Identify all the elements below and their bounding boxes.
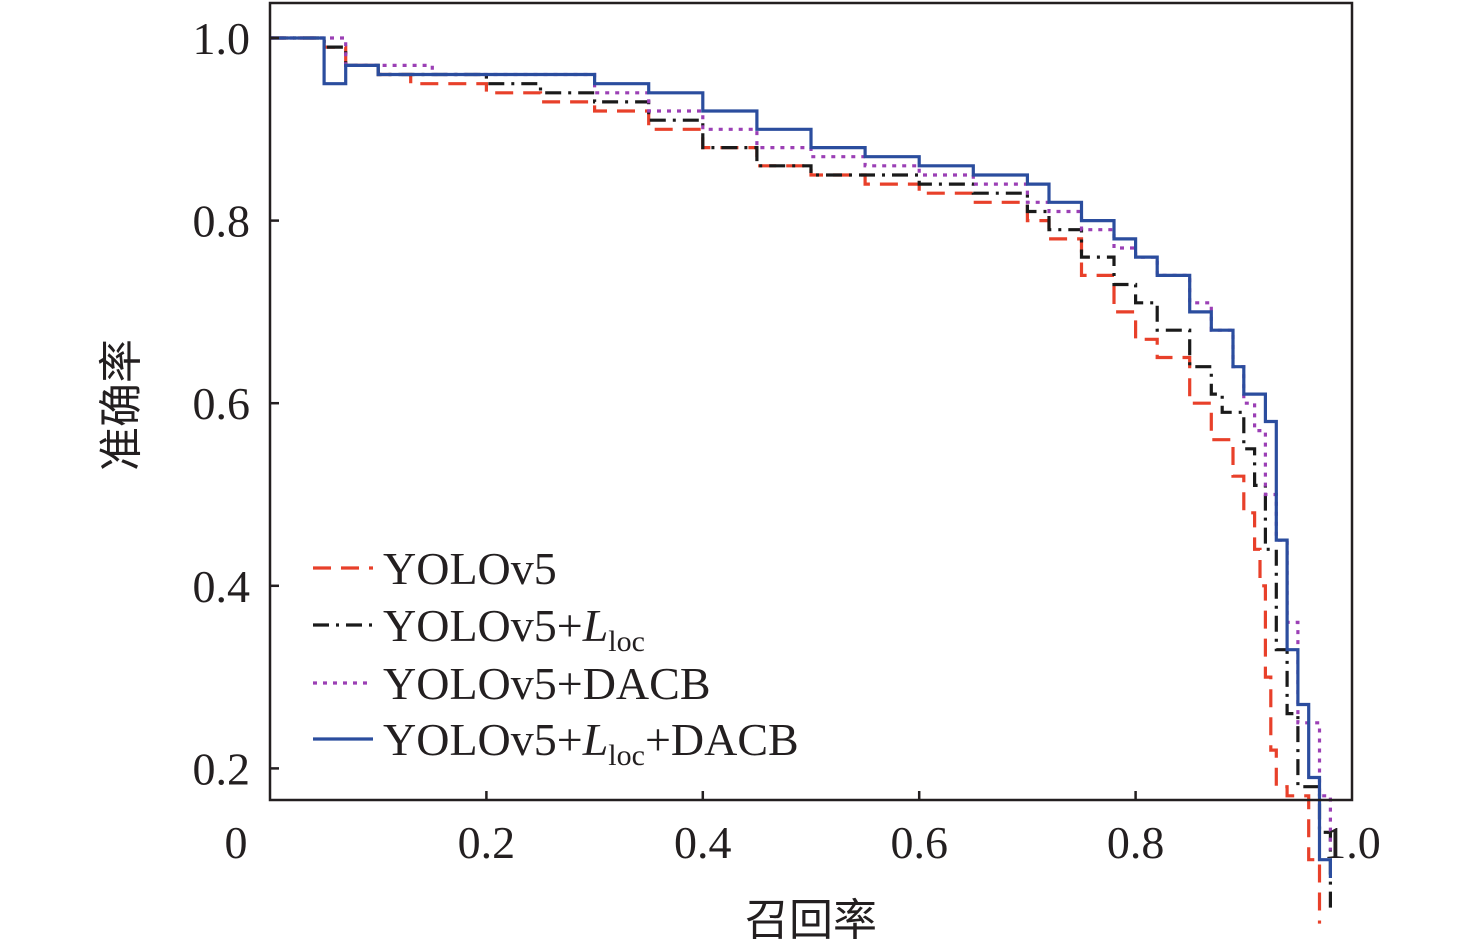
legend-label-3: YOLOv5+DACB <box>383 658 711 709</box>
y-tick-label: 1.0 <box>193 13 251 64</box>
legend: YOLOv5 YOLOv5+LlocYOLOv5+DACBYOLOv5+Lloc+… <box>313 543 799 772</box>
legend-label-4: YOLOv5+Lloc+DACB <box>383 714 799 772</box>
series-line-3 <box>270 36 1332 851</box>
series-layer <box>270 36 1332 924</box>
y-axis-title: 准确率 <box>96 339 147 471</box>
x-tick-label: 0 <box>225 817 248 868</box>
y-tick-label: 0.8 <box>193 196 251 247</box>
y-tick-label: 0.6 <box>193 378 251 429</box>
plot-frame <box>268 1 1354 802</box>
series-line-1 <box>270 36 1322 924</box>
y-tick-label: 0.2 <box>193 743 251 794</box>
x-tick-label: 0.4 <box>674 817 732 868</box>
x-tick-label: 0.8 <box>1107 817 1165 868</box>
x-tick-label: 0.6 <box>890 817 948 868</box>
series-line-2 <box>270 36 1332 915</box>
legend-label-2: YOLOv5+Lloc <box>383 600 645 658</box>
series-line-4 <box>270 36 1332 878</box>
x-tick-label: 1.0 <box>1323 817 1381 868</box>
x-axis-title: 召回率 <box>745 895 877 946</box>
legend-label-1: YOLOv5 <box>383 543 557 594</box>
x-tick-label: 0.2 <box>458 817 516 868</box>
ticks-layer: 0 0.2 0.4 0.6 0.8 1.0 0.2 0.4 0.6 0.8 1.0 <box>193 13 1381 868</box>
y-tick-label: 0.4 <box>193 561 251 612</box>
